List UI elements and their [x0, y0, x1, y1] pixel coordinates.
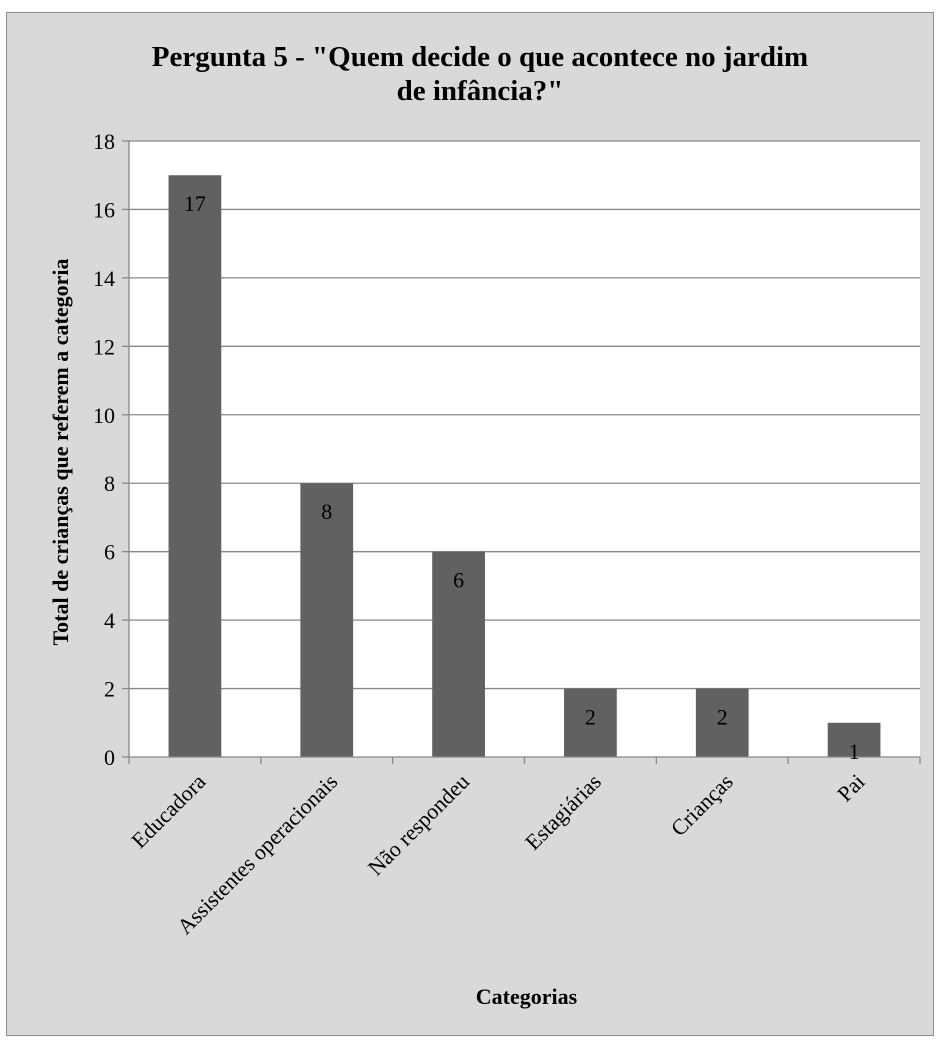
y-tick-label: 0 — [104, 745, 115, 770]
data-label: 6 — [453, 568, 464, 593]
bar — [827, 722, 881, 757]
x-tick-label: Não respondeu — [363, 769, 474, 880]
y-tick-label: 10 — [93, 403, 115, 428]
bar — [564, 688, 617, 757]
x-tick-label: Pai — [832, 769, 870, 807]
bar — [695, 688, 749, 757]
y-tick-label: 2 — [104, 677, 115, 702]
x-tick-label: Estagiárias — [520, 769, 606, 855]
y-tick-label: 6 — [104, 540, 115, 565]
grid-lines — [129, 140, 920, 690]
bar — [432, 551, 485, 757]
y-tick-label: 14 — [93, 266, 115, 291]
bars — [168, 175, 881, 757]
x-axis-title: Categorias — [476, 984, 578, 1009]
y-tick-label: 8 — [104, 471, 115, 496]
data-label: 8 — [321, 499, 332, 524]
y-axis-title: Total de crianças que referem a categori… — [48, 259, 73, 646]
y-tick-label: 12 — [93, 334, 115, 359]
data-label: 2 — [717, 705, 728, 730]
x-tick-label: Crianças — [666, 769, 738, 841]
y-tick-label: 18 — [93, 129, 115, 154]
data-label: 17 — [184, 191, 206, 216]
chart-title: Pergunta 5 - "Quem decide o que acontece… — [151, 41, 809, 107]
bar — [300, 483, 354, 757]
data-label: 2 — [585, 705, 596, 730]
x-tick-label: Educadora — [126, 769, 210, 853]
bar — [168, 175, 222, 757]
axes — [122, 140, 921, 764]
y-tick-label: 4 — [104, 608, 115, 633]
plot-area — [129, 141, 920, 757]
data-label: 1 — [849, 739, 860, 764]
y-tick-label: 16 — [93, 197, 115, 222]
